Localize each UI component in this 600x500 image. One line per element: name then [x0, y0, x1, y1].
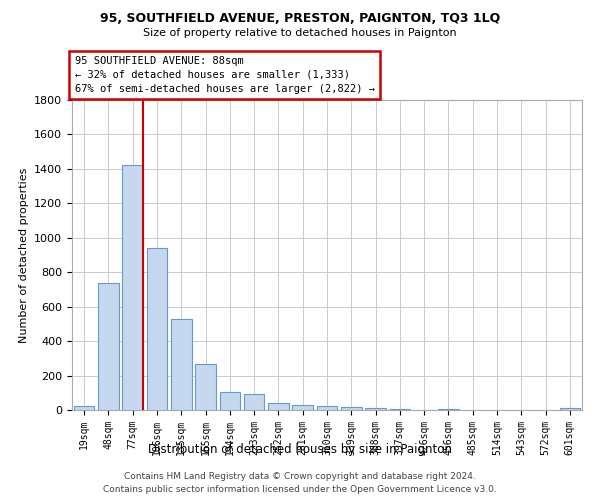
Bar [74, 406, 94, 410]
Bar [244, 394, 265, 410]
Text: 95 SOUTHFIELD AVENUE: 88sqm
← 32% of detached houses are smaller (1,333)
67% of : 95 SOUTHFIELD AVENUE: 88sqm ← 32% of det… [74, 56, 374, 94]
Bar [365, 408, 386, 410]
Bar [560, 408, 580, 410]
Text: Distribution of detached houses by size in Paignton: Distribution of detached houses by size … [148, 444, 452, 456]
Text: Contains public sector information licensed under the Open Government Licence v3: Contains public sector information licen… [103, 485, 497, 494]
Bar [122, 166, 143, 410]
Bar [98, 282, 119, 410]
Bar [317, 406, 337, 410]
Text: Size of property relative to detached houses in Paignton: Size of property relative to detached ho… [143, 28, 457, 38]
Bar [268, 403, 289, 410]
Bar [341, 408, 362, 410]
Text: Contains HM Land Registry data © Crown copyright and database right 2024.: Contains HM Land Registry data © Crown c… [124, 472, 476, 481]
Bar [195, 364, 216, 410]
Bar [171, 318, 191, 410]
Text: 95, SOUTHFIELD AVENUE, PRESTON, PAIGNTON, TQ3 1LQ: 95, SOUTHFIELD AVENUE, PRESTON, PAIGNTON… [100, 12, 500, 26]
Bar [146, 248, 167, 410]
Bar [292, 405, 313, 410]
Bar [389, 409, 410, 410]
Bar [220, 392, 240, 410]
Y-axis label: Number of detached properties: Number of detached properties [19, 168, 29, 342]
